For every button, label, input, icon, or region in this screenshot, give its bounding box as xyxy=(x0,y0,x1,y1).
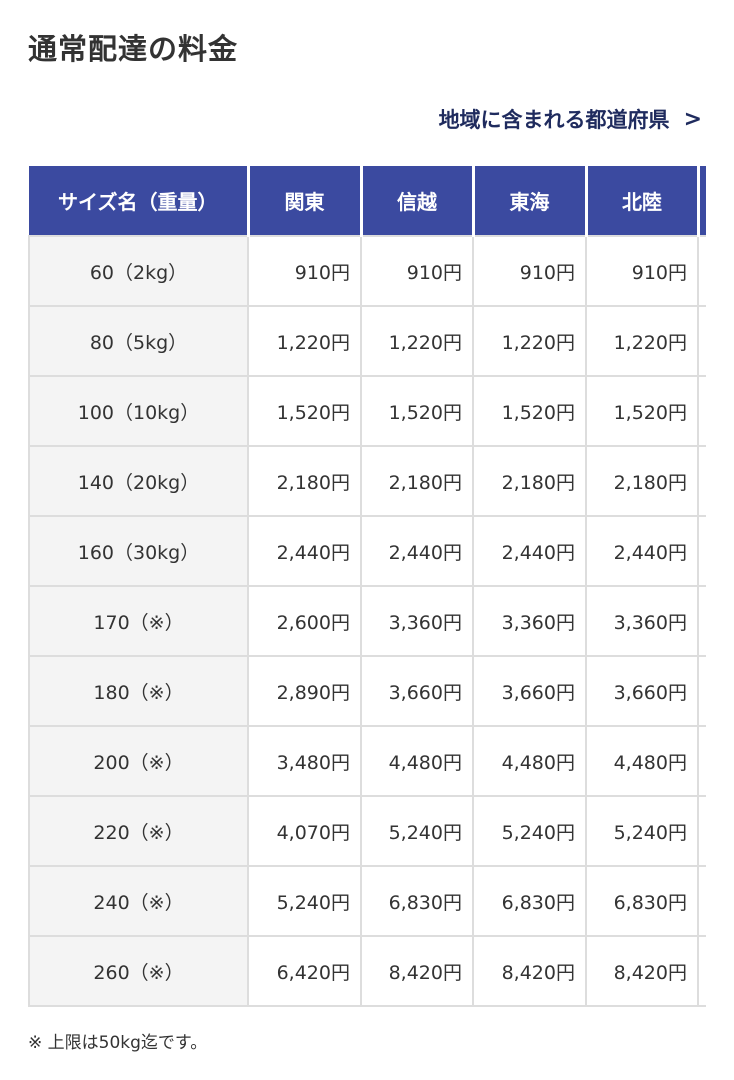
price-cell: 1,220円 xyxy=(360,305,474,377)
price-cell-next xyxy=(697,375,706,447)
price-cell: 8,420円 xyxy=(585,935,699,1007)
price-cell: 910円 xyxy=(247,235,362,307)
table-row: 240（※） 5,240円 6,830円 6,830円 6,830円 xyxy=(28,865,706,937)
price-cell: 1,520円 xyxy=(472,375,587,447)
price-cell: 1,520円 xyxy=(247,375,362,447)
price-cell: 2,600円 xyxy=(247,585,362,657)
size-cell: 170（※） xyxy=(28,585,249,657)
size-cell: 160（30kg） xyxy=(28,515,249,587)
price-cell-next xyxy=(697,935,706,1007)
price-cell: 2,440円 xyxy=(472,515,587,587)
price-cell: 1,220円 xyxy=(585,305,699,377)
price-cell: 3,360円 xyxy=(585,585,699,657)
price-cell: 4,480円 xyxy=(585,725,699,797)
table-row: 140（20kg） 2,180円 2,180円 2,180円 2,180円 xyxy=(28,445,706,517)
price-cell: 910円 xyxy=(585,235,699,307)
price-cell: 2,890円 xyxy=(247,655,362,727)
size-cell: 200（※） xyxy=(28,725,249,797)
price-cell-next xyxy=(697,235,706,307)
price-cell: 1,220円 xyxy=(472,305,587,377)
price-cell: 3,480円 xyxy=(247,725,362,797)
table-row: 80（5kg） 1,220円 1,220円 1,220円 1,220円 xyxy=(28,305,706,377)
table-row: 220（※） 4,070円 5,240円 5,240円 5,240円 xyxy=(28,795,706,867)
price-cell: 4,480円 xyxy=(472,725,587,797)
price-cell: 6,420円 xyxy=(247,935,362,1007)
price-cell: 2,180円 xyxy=(472,445,587,517)
price-cell: 6,830円 xyxy=(360,865,474,937)
column-header-next xyxy=(698,166,706,236)
size-cell: 140（20kg） xyxy=(28,445,249,517)
rate-table-scroll[interactable]: サイズ名（重量） 関東 信越 東海 北陸 60（2kg） 910円 910円 910円 910円… xyxy=(28,166,706,1007)
column-header: 関東 xyxy=(248,166,363,236)
price-cell: 8,420円 xyxy=(472,935,587,1007)
price-cell: 5,240円 xyxy=(247,865,362,937)
price-cell: 2,180円 xyxy=(360,445,474,517)
price-cell: 3,360円 xyxy=(360,585,474,657)
price-cell: 2,440円 xyxy=(360,515,474,587)
table-row: 60（2kg） 910円 910円 910円 910円 xyxy=(28,235,706,307)
rate-table: サイズ名（重量） 関東 信越 東海 北陸 60（2kg） 910円 910円 910円 910円… xyxy=(28,166,706,1007)
prefectures-link[interactable]: 地域に含まれる都道府県 > xyxy=(439,104,702,134)
price-cell: 8,420円 xyxy=(360,935,474,1007)
table-row: 170（※） 2,600円 3,360円 3,360円 3,360円 xyxy=(28,585,706,657)
price-cell-next xyxy=(697,865,706,937)
prefectures-link-label: 地域に含まれる都道府県 xyxy=(438,108,670,132)
price-cell: 3,660円 xyxy=(472,655,587,727)
price-cell: 4,480円 xyxy=(360,725,474,797)
price-cell-next xyxy=(697,515,706,587)
price-cell: 1,520円 xyxy=(360,375,474,447)
table-row: 180（※） 2,890円 3,660円 3,660円 3,660円 xyxy=(28,655,706,727)
price-cell: 3,660円 xyxy=(360,655,474,727)
size-cell: 260（※） xyxy=(28,935,249,1007)
price-cell-next xyxy=(697,655,706,727)
price-cell: 3,660円 xyxy=(585,655,699,727)
price-cell: 2,180円 xyxy=(585,445,699,517)
table-row: 100（10kg） 1,520円 1,520円 1,520円 1,520円 xyxy=(28,375,706,447)
price-cell-next xyxy=(697,585,706,657)
price-cell: 2,440円 xyxy=(585,515,699,587)
price-cell: 1,520円 xyxy=(585,375,699,447)
table-row: 260（※） 6,420円 8,420円 8,420円 8,420円 xyxy=(28,935,706,1007)
page-title: 通常配達の料金 xyxy=(28,32,239,66)
price-cell-next xyxy=(697,445,706,517)
price-cell: 910円 xyxy=(472,235,587,307)
size-cell: 60（2kg） xyxy=(28,235,249,307)
chevron-right-icon: > xyxy=(683,106,702,132)
price-cell: 910円 xyxy=(360,235,474,307)
size-cell: 220（※） xyxy=(28,795,249,867)
price-cell: 5,240円 xyxy=(585,795,699,867)
footnote: ※ 上限は50kg迄です。 xyxy=(28,1033,208,1053)
price-cell: 5,240円 xyxy=(472,795,587,867)
size-cell: 80（5kg） xyxy=(28,305,249,377)
table-row: 200（※） 3,480円 4,480円 4,480円 4,480円 xyxy=(28,725,706,797)
price-cell: 6,830円 xyxy=(585,865,699,937)
price-cell: 2,440円 xyxy=(247,515,362,587)
price-cell: 2,180円 xyxy=(247,445,362,517)
size-cell: 180（※） xyxy=(28,655,249,727)
price-cell: 5,240円 xyxy=(360,795,474,867)
price-cell: 4,070円 xyxy=(247,795,362,867)
price-cell-next xyxy=(697,305,706,377)
size-cell: 240（※） xyxy=(28,865,249,937)
price-cell-next xyxy=(697,725,706,797)
column-header: 北陸 xyxy=(586,166,700,236)
price-cell: 1,220円 xyxy=(247,305,362,377)
column-header: 信越 xyxy=(361,166,475,236)
size-cell: 100（10kg） xyxy=(28,375,249,447)
price-cell: 3,360円 xyxy=(472,585,587,657)
column-header: サイズ名（重量） xyxy=(29,166,250,236)
column-header: 東海 xyxy=(473,166,588,236)
price-cell-next xyxy=(697,795,706,867)
table-row: 160（30kg） 2,440円 2,440円 2,440円 2,440円 xyxy=(28,515,706,587)
price-cell: 6,830円 xyxy=(472,865,587,937)
